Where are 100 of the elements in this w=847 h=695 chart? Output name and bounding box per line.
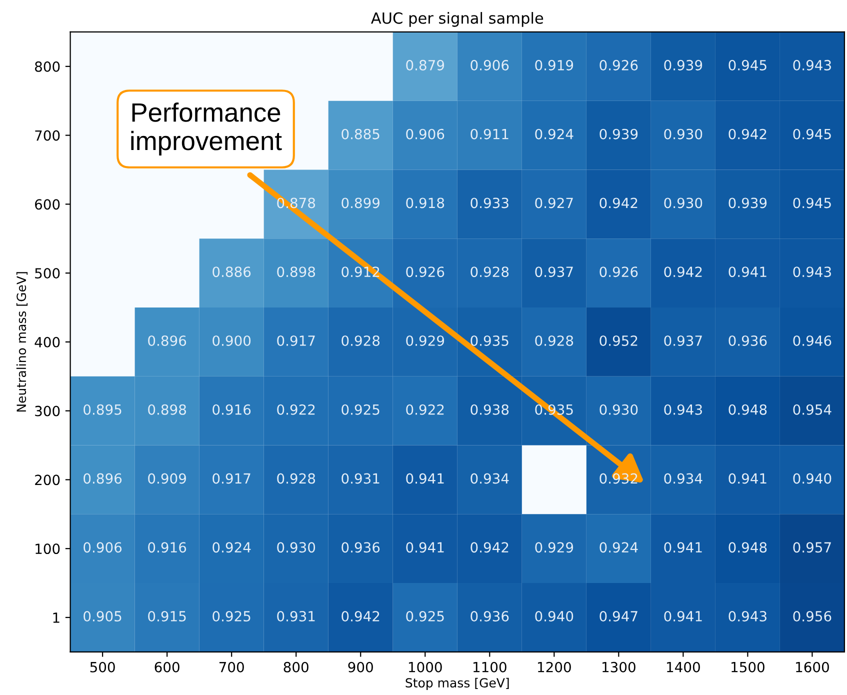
data-label: 0.926: [600, 266, 638, 278]
data-label: 0.947: [600, 610, 638, 622]
x-axis-title: Stop mass [GeV]: [406, 678, 509, 690]
data-label: 0.919: [535, 60, 574, 70]
data-label: 0.940: [535, 610, 574, 622]
data-label: 0.943: [728, 610, 766, 622]
data-label: 0.895: [84, 404, 122, 415]
data-label: 0.924: [535, 128, 574, 140]
data-label: 0.896: [148, 335, 186, 346]
data-label: 0.942: [342, 610, 380, 622]
data-label: 0.928: [470, 266, 509, 278]
data-label: 0.929: [406, 335, 444, 346]
data-label: 0.945: [728, 60, 766, 70]
y-tick-label: 500: [35, 268, 60, 279]
data-label: 0.922: [406, 404, 444, 415]
data-label: 0.954: [793, 404, 832, 415]
data-label: 0.925: [212, 610, 250, 622]
data-label: 0.885: [342, 128, 380, 140]
data-label: 0.930: [664, 198, 702, 208]
x-tick-label: 600: [154, 662, 180, 672]
y-tick-label: 300: [35, 406, 60, 416]
data-label: 0.941: [406, 473, 444, 484]
y-tick-label: 400: [34, 336, 60, 348]
data-label: 0.939: [600, 128, 638, 140]
data-label: 0.928: [535, 335, 574, 346]
x-tick-label: 900: [348, 662, 373, 672]
data-label: 0.936: [470, 610, 509, 622]
data-label: 0.931: [342, 473, 380, 484]
data-label: 0.909: [148, 473, 186, 484]
data-label: 0.906: [406, 128, 444, 140]
y-axis-title: Neutralino mass [GeV]: [16, 272, 28, 412]
data-label: 0.933: [470, 198, 508, 208]
x-tick-label: 1200: [538, 662, 571, 672]
data-label: 0.928: [277, 473, 316, 484]
data-label: 0.943: [664, 404, 702, 415]
data-label: 0.915: [148, 610, 186, 622]
x-tick-label: 1000: [408, 662, 442, 672]
data-label: 0.905: [84, 610, 122, 622]
data-label: 0.942: [470, 542, 508, 553]
data-label: 0.917: [277, 335, 315, 346]
data-label: 0.948: [728, 542, 767, 553]
data-label: 0.942: [600, 198, 638, 208]
data-label: 0.956: [793, 610, 832, 622]
x-tick-label: 1400: [667, 662, 700, 672]
data-label: 0.945: [793, 128, 831, 140]
data-label: 0.939: [664, 60, 702, 70]
data-label: 0.945: [793, 198, 831, 208]
data-label: 0.916: [212, 404, 251, 415]
chart-title: AUC per signal sample: [371, 12, 544, 27]
data-label: 0.937: [535, 266, 573, 278]
x-tick-label: 1600: [796, 662, 829, 672]
data-label: 0.930: [277, 542, 316, 553]
x-tick-label: 1300: [602, 662, 636, 672]
data-label: 0.940: [793, 473, 832, 484]
data-label: 0.911: [470, 128, 508, 140]
data-label: 0.943: [793, 60, 831, 70]
data-label: 0.886: [212, 266, 251, 278]
data-label: 0.896: [84, 473, 122, 484]
data-label: 0.934: [470, 473, 509, 484]
data-label: 0.935: [470, 335, 508, 346]
data-label: 0.928: [342, 335, 380, 346]
data-label: 0.942: [728, 128, 766, 140]
data-label: 0.906: [470, 60, 509, 70]
data-label: 0.879: [406, 60, 444, 70]
x-tick-label: 1100: [473, 662, 506, 672]
data-label: 0.932: [600, 473, 638, 484]
data-label: 0.931: [277, 610, 315, 622]
x-tick-label: 500: [90, 662, 115, 672]
data-label: 0.939: [728, 198, 767, 208]
data-label: 0.924: [600, 542, 638, 553]
data-label: 0.925: [342, 404, 380, 415]
data-label: 0.930: [664, 128, 702, 140]
data-label: 0.952: [600, 335, 638, 346]
data-label: 0.930: [600, 404, 638, 415]
data-label: 0.948: [728, 404, 767, 415]
y-tick-label: 700: [35, 130, 60, 141]
y-tick-label: 800: [35, 61, 60, 72]
data-label: 0.898: [148, 404, 186, 415]
data-label: 0.938: [470, 404, 509, 415]
data-label: 0.898: [277, 266, 316, 278]
y-tick-label: 1: [53, 612, 60, 623]
data-label: 0.941: [728, 473, 766, 484]
data-label: 0.900: [212, 335, 251, 346]
y-tick-label: 600: [35, 199, 60, 210]
data-label: 0.943: [793, 266, 831, 278]
data-label: 0.917: [212, 473, 250, 484]
data-label: 0.941: [728, 266, 766, 278]
data-label: 0.934: [664, 473, 702, 484]
data-label: 0.941: [406, 542, 444, 553]
data-label: 0.936: [342, 542, 380, 553]
data-label: 0.906: [84, 542, 122, 553]
data-label: 0.941: [664, 542, 702, 553]
data-label: 0.922: [277, 404, 315, 415]
x-tick-label: 1500: [732, 662, 764, 672]
data-label: 0.929: [535, 542, 574, 553]
data-label: 0.946: [793, 335, 832, 346]
data-label: 0.942: [664, 266, 702, 278]
data-label: 0.937: [664, 335, 702, 346]
y-tick-label: 200: [35, 474, 60, 486]
data-label: 0.941: [664, 610, 702, 622]
